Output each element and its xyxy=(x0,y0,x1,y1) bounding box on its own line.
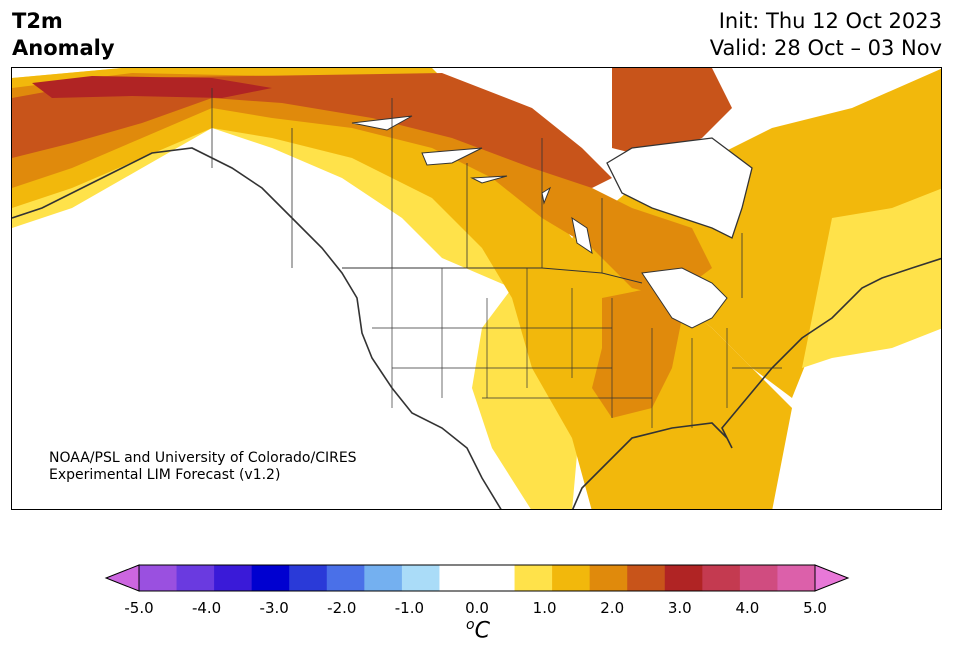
colorbar-tick-label: -4.0 xyxy=(191,599,222,617)
province-lines xyxy=(211,88,743,298)
state-lines xyxy=(372,268,782,428)
anomaly-map xyxy=(11,67,942,510)
colorbar-tick-label: 2.0 xyxy=(600,599,625,617)
unit-base: C xyxy=(474,618,490,644)
anomaly-band-c4-east xyxy=(612,68,732,158)
map-svg xyxy=(12,68,941,509)
init-date: Init: Thu 12 Oct 2023 xyxy=(718,9,942,33)
anomaly-band-c3-central xyxy=(592,288,682,418)
colorbar-cell xyxy=(589,565,628,591)
credit-line-1: NOAA/PSL and University of Colorado/CIRE… xyxy=(49,450,357,466)
colorbar-cell xyxy=(214,565,253,591)
colorbar-cell xyxy=(627,565,666,591)
coastline-west xyxy=(12,147,502,509)
valid-date: Valid: 28 Oct – 03 Nov xyxy=(709,36,942,60)
colorbar-cell xyxy=(552,565,591,591)
colorbar-cell xyxy=(739,565,778,591)
colorbar-tick-label: 3.0 xyxy=(667,599,692,617)
credit-block: NOAA/PSL and University of Colorado/CIRE… xyxy=(49,450,357,484)
anomaly-band-c4 xyxy=(12,73,612,188)
colorbar-tick-label: 1.0 xyxy=(532,599,557,617)
colorbar-cell xyxy=(777,565,816,591)
colorbar-left-arrow xyxy=(104,564,140,592)
colorbar-tick-label: 4.0 xyxy=(735,599,760,617)
hudson-bay xyxy=(606,137,753,239)
colorbar-cell xyxy=(176,565,215,591)
colorbar-tick-label: -1.0 xyxy=(394,599,425,617)
colorbar-tick-label: -5.0 xyxy=(124,599,154,617)
title-line-2: Anomaly xyxy=(12,36,115,60)
colorbar-cell xyxy=(364,565,403,591)
colorbar-right-arrow xyxy=(814,564,850,592)
colorbar-cell xyxy=(439,565,478,591)
colorbar-cell xyxy=(664,565,703,591)
colorbar-tick-label: -3.0 xyxy=(259,599,289,617)
date-block: Init: Thu 12 Oct 2023 Valid: 28 Oct – 03… xyxy=(710,8,942,62)
anomaly-band-c1-east xyxy=(802,188,941,368)
colorbar-cell xyxy=(702,565,741,591)
western-lakes xyxy=(351,115,593,255)
colorbar-cell xyxy=(289,565,328,591)
title-block: T2m Anomaly xyxy=(12,8,115,62)
colorbar-tick-label: 5.0 xyxy=(803,599,827,617)
colorbar-cell xyxy=(251,565,290,591)
great-lakes xyxy=(641,267,728,329)
title-line-1: T2m xyxy=(12,9,63,33)
coastline-gulf xyxy=(571,257,941,509)
colorbar-cell xyxy=(401,565,440,591)
colorbar-cell xyxy=(139,565,178,591)
colorbar-cell xyxy=(514,565,553,591)
colorbar-tick-label: -2.0 xyxy=(327,599,357,617)
colorbar-cells xyxy=(139,565,816,591)
colorbar-unit: oC xyxy=(466,617,490,643)
credit-line-2: Experimental LIM Forecast (v1.2) xyxy=(49,467,281,483)
anomaly-band-c2-north xyxy=(12,68,792,509)
colorbar-outline xyxy=(138,564,816,592)
colorbar-cell xyxy=(477,565,516,591)
colorbar-cell xyxy=(326,565,365,591)
colorbar-tick-label: 0.0 xyxy=(465,599,489,617)
unit-superscript: o xyxy=(466,617,475,633)
